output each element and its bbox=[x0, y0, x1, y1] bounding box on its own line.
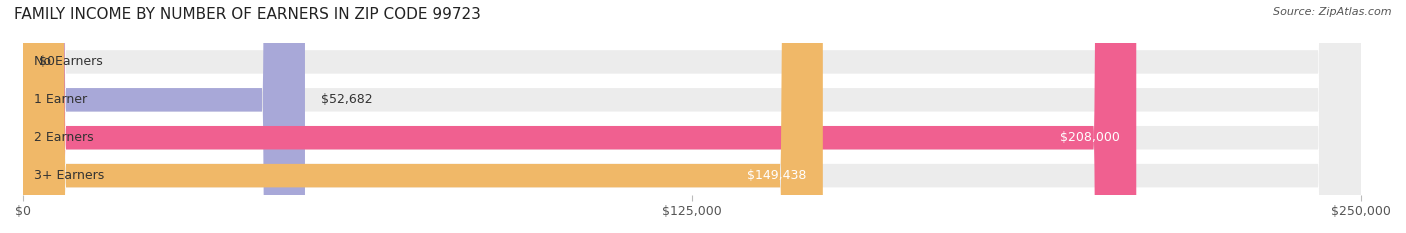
FancyBboxPatch shape bbox=[22, 0, 305, 233]
FancyBboxPatch shape bbox=[22, 0, 1361, 233]
FancyBboxPatch shape bbox=[22, 0, 1361, 233]
Text: $149,438: $149,438 bbox=[748, 169, 807, 182]
FancyBboxPatch shape bbox=[22, 0, 1136, 233]
Text: FAMILY INCOME BY NUMBER OF EARNERS IN ZIP CODE 99723: FAMILY INCOME BY NUMBER OF EARNERS IN ZI… bbox=[14, 7, 481, 22]
Text: No Earners: No Earners bbox=[34, 55, 103, 69]
Text: $0: $0 bbox=[39, 55, 55, 69]
Text: $52,682: $52,682 bbox=[321, 93, 373, 106]
Text: $208,000: $208,000 bbox=[1060, 131, 1121, 144]
FancyBboxPatch shape bbox=[22, 0, 1361, 233]
Text: 1 Earner: 1 Earner bbox=[34, 93, 87, 106]
Text: Source: ZipAtlas.com: Source: ZipAtlas.com bbox=[1274, 7, 1392, 17]
FancyBboxPatch shape bbox=[22, 0, 823, 233]
FancyBboxPatch shape bbox=[22, 0, 1361, 233]
Text: 3+ Earners: 3+ Earners bbox=[34, 169, 104, 182]
Text: 2 Earners: 2 Earners bbox=[34, 131, 93, 144]
